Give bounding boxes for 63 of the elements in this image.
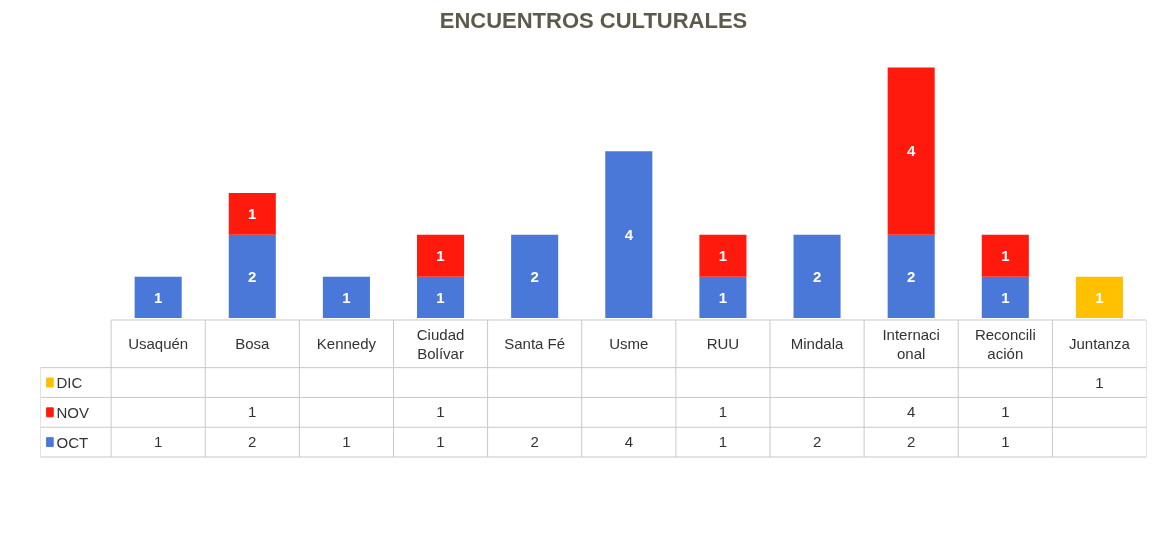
text: 2: [530, 267, 539, 285]
x-tick-label: Juntanza: [1069, 335, 1131, 353]
bar: [699, 234, 747, 277]
data-label: 1: [718, 433, 728, 451]
bar: [793, 234, 841, 318]
bar: [228, 193, 276, 235]
legend-label: OCT: [56, 433, 89, 451]
bar: [1075, 276, 1123, 318]
data-label: 4: [907, 403, 916, 421]
data-label: 1: [718, 403, 728, 421]
x-tick-label: Usaquén: [128, 335, 189, 353]
text: 1: [1095, 373, 1104, 391]
bar: [887, 234, 935, 318]
x-tick-label: Usme: [609, 335, 649, 353]
bar: [981, 276, 1029, 318]
x-tick-label: Ciudad Bolívar: [416, 325, 465, 362]
data-label: 1: [436, 433, 445, 451]
text: 1: [342, 288, 351, 306]
bar: [887, 67, 935, 235]
text: 1: [718, 288, 728, 306]
chart-title: ENCUENTROS CULTURALES: [439, 7, 748, 33]
bar: [134, 276, 182, 318]
text: 4: [624, 225, 633, 243]
data-label: 1: [248, 403, 257, 421]
data-label: 1: [342, 433, 351, 451]
text: 2: [907, 267, 916, 285]
bar: [511, 234, 559, 318]
data-label: 1: [1001, 433, 1010, 451]
bar: [322, 276, 370, 318]
bar: [605, 151, 653, 318]
bar: [417, 234, 465, 277]
legend-label: NOV: [56, 403, 90, 421]
data-label: 2: [248, 433, 257, 451]
bar: [417, 276, 465, 318]
text: 1: [436, 288, 445, 306]
x-tick-label: Bosa: [235, 335, 271, 353]
data-label: 2: [907, 433, 916, 451]
bar: [699, 276, 747, 318]
text: 1: [436, 246, 445, 264]
x-tick-label: Santa Fé: [504, 335, 566, 353]
x-tick-label: Reconciliación: [974, 325, 1036, 362]
text: 2: [812, 267, 822, 285]
text: 1: [1001, 246, 1010, 264]
text: 1: [1001, 288, 1010, 306]
data-label: 1: [1001, 403, 1010, 421]
text: 1: [718, 246, 728, 264]
legend-label: DIC: [56, 374, 83, 392]
x-tick-label: Internacional: [882, 325, 940, 362]
text: 2: [248, 267, 257, 285]
data-label: 1: [436, 403, 445, 421]
data-label: 1: [153, 433, 163, 451]
x-tick-label: Mindala: [790, 335, 844, 353]
text: 4: [907, 142, 916, 160]
x-tick-label: Kennedy: [316, 335, 377, 353]
data-label: 2: [530, 433, 539, 451]
data-label: 4: [624, 433, 633, 451]
text: 1: [248, 204, 257, 222]
x-tick-label: RUU: [706, 335, 740, 353]
bar: [981, 234, 1029, 277]
text: 1: [153, 288, 163, 306]
data-label: 2: [812, 433, 822, 451]
data-label: 1: [1095, 288, 1104, 306]
bar: [228, 234, 276, 318]
